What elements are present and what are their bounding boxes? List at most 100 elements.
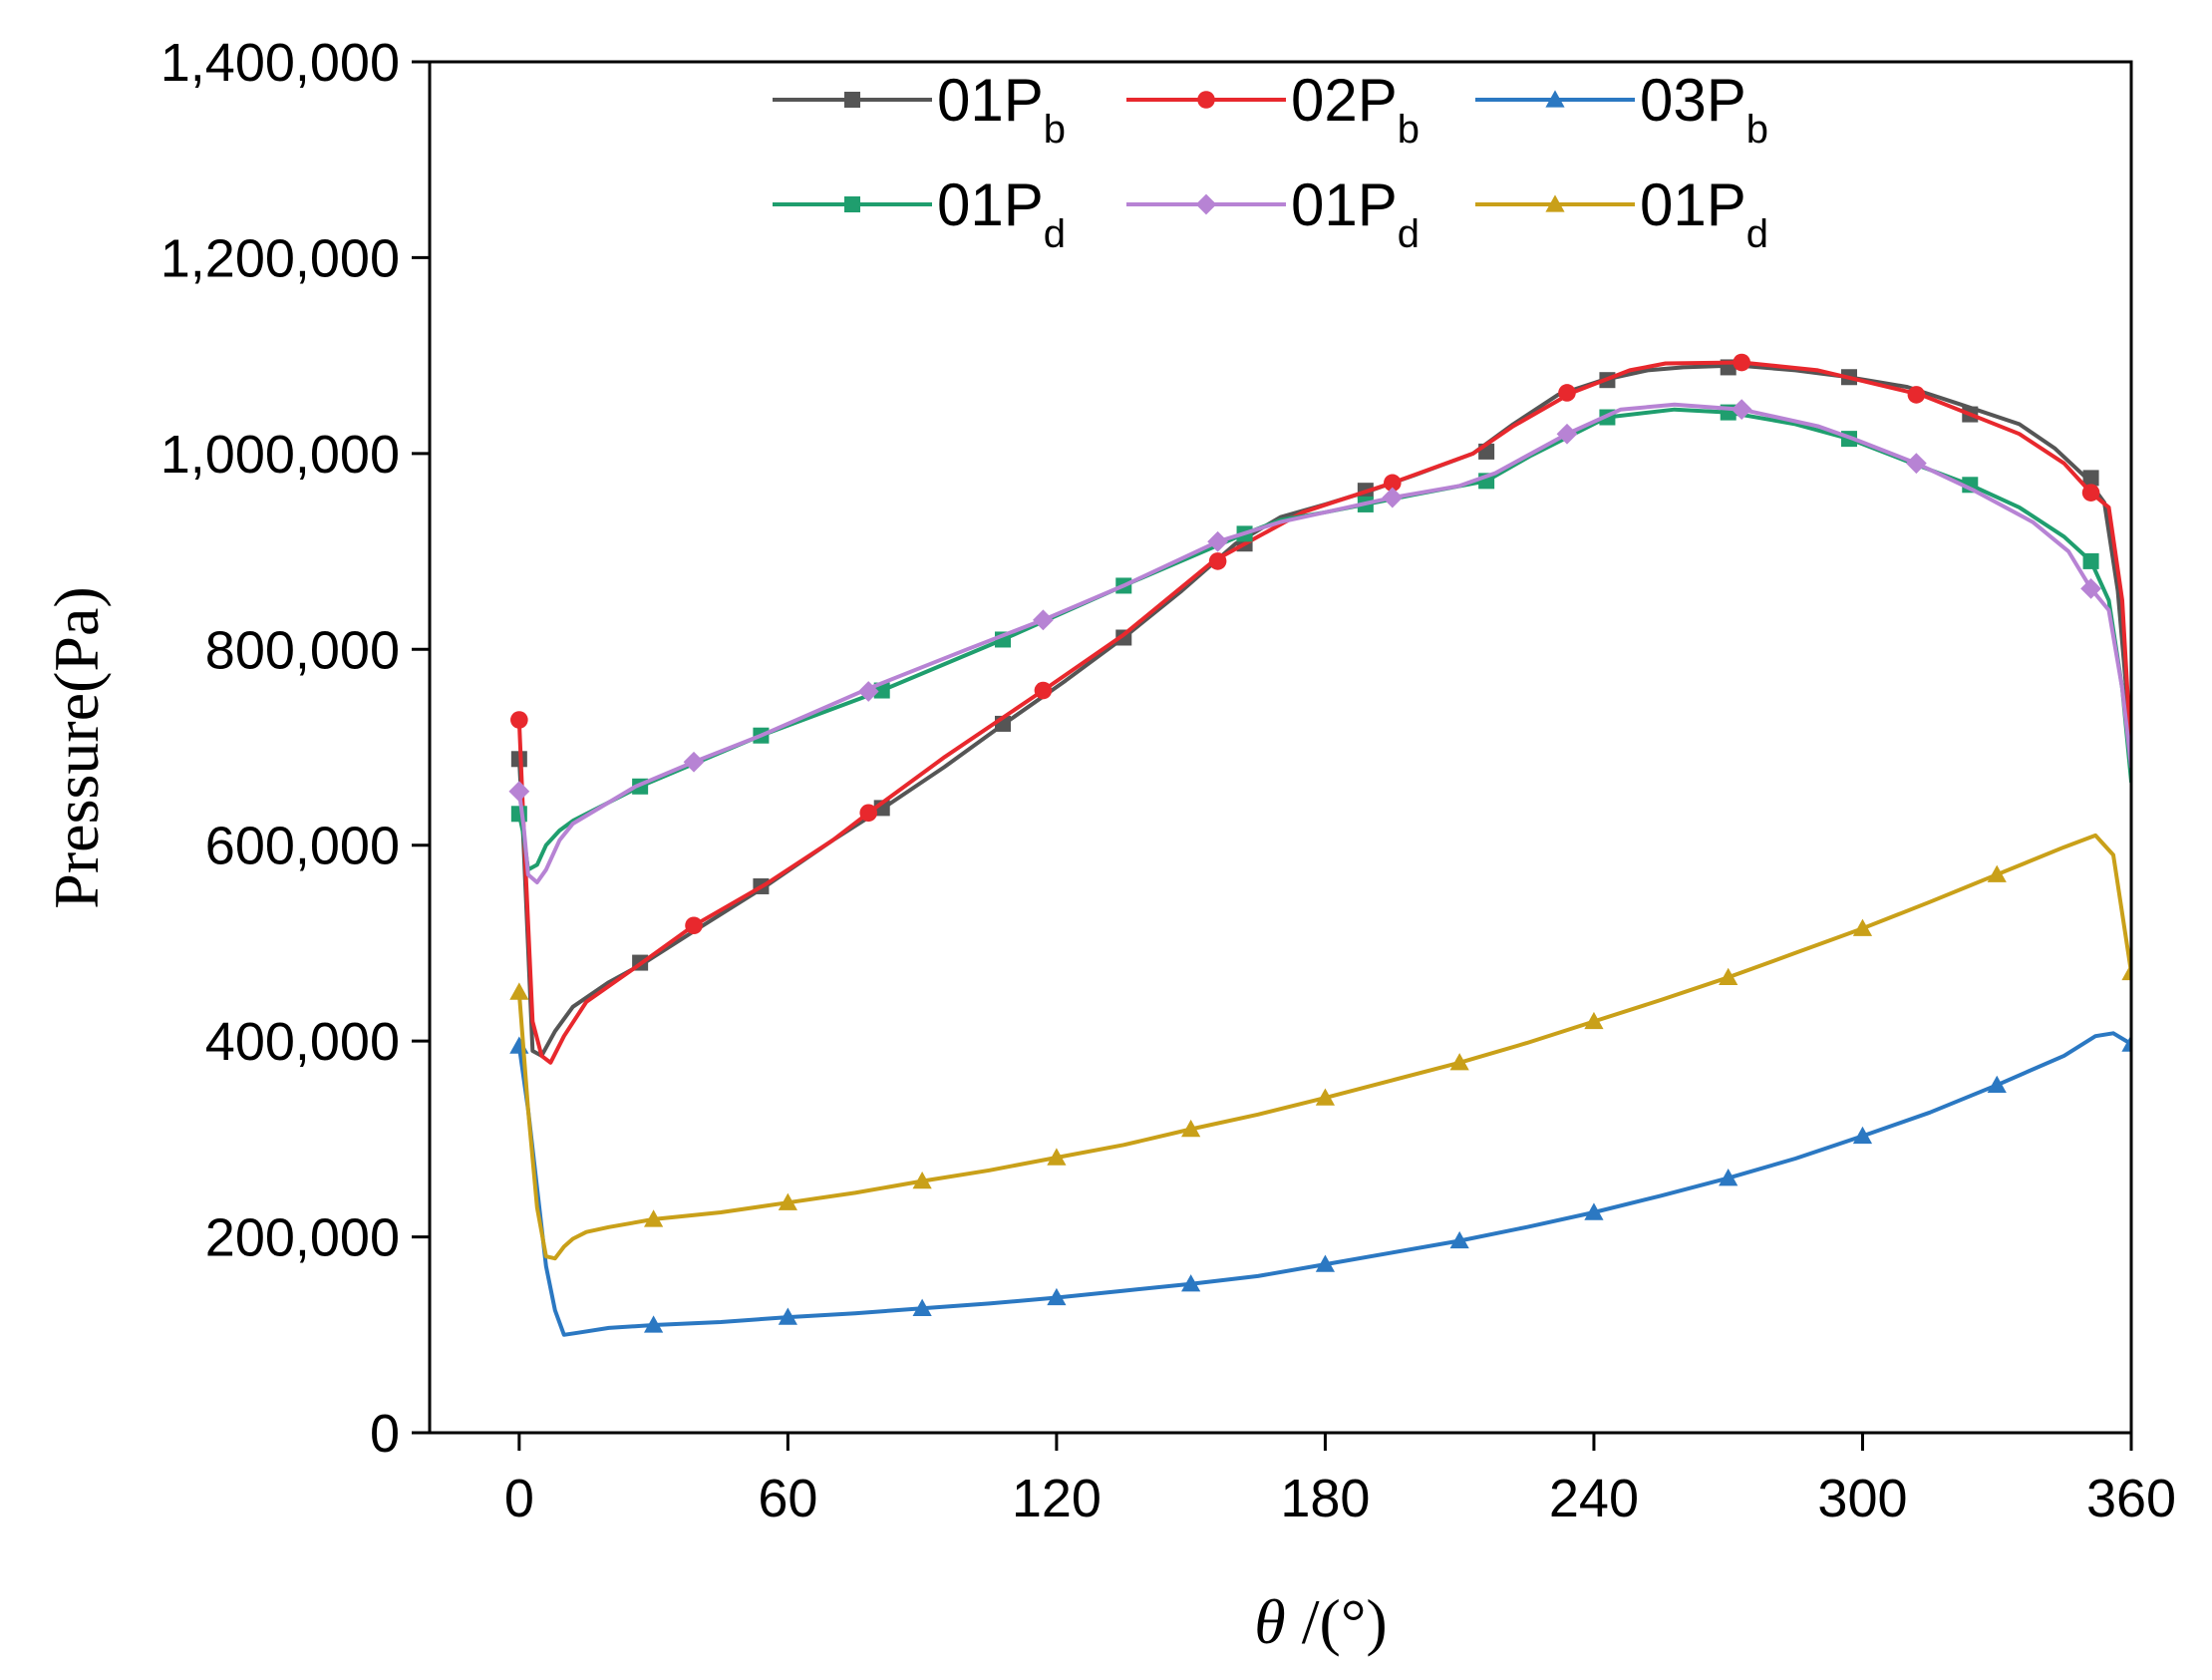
legend-label-main: 01P bbox=[937, 171, 1044, 238]
data-point bbox=[1315, 1088, 1336, 1106]
data-point bbox=[510, 711, 528, 729]
series-line bbox=[516, 363, 2131, 1058]
legend-label-main: 03P bbox=[1640, 67, 1746, 134]
series-0-01Pb bbox=[510, 359, 2131, 1058]
y-tick-label: 200,000 bbox=[205, 1208, 400, 1268]
y-axis-label: Pressure(Pa) bbox=[41, 586, 112, 908]
legend-item: 01Pd bbox=[1475, 171, 1768, 256]
x-tick-label: 240 bbox=[1549, 1469, 1639, 1528]
legend-marker bbox=[1197, 91, 1215, 109]
data-point bbox=[912, 1171, 932, 1189]
legend-item: 01Pb bbox=[773, 67, 1066, 152]
legend-item: 01Pd bbox=[773, 171, 1066, 256]
legend-label: 01Pd bbox=[937, 171, 1066, 256]
legend-label-sub: b bbox=[1398, 108, 1420, 152]
data-point bbox=[1733, 353, 1750, 372]
data-point bbox=[2082, 552, 2099, 569]
data-point bbox=[1852, 918, 1873, 936]
data-point bbox=[1987, 864, 2007, 882]
data-point bbox=[778, 1307, 797, 1325]
legend-label-main: 01P bbox=[1291, 171, 1398, 238]
x-axis-label: θ /(°) bbox=[1254, 1586, 1387, 1657]
data-point bbox=[1449, 1230, 1469, 1249]
data-point bbox=[1034, 681, 1053, 700]
data-point bbox=[509, 1036, 529, 1054]
legend-label-main: 01P bbox=[937, 67, 1044, 134]
data-point bbox=[1207, 530, 1229, 552]
data-point bbox=[2121, 1034, 2131, 1052]
legend-item: 02Pb bbox=[1126, 67, 1420, 152]
data-point bbox=[1907, 386, 1926, 404]
y-tick-label: 1,000,000 bbox=[160, 425, 400, 485]
x-axis: 0 60 120 180 240 300 360 bbox=[504, 1433, 2176, 1528]
data-point bbox=[644, 1315, 664, 1333]
data-point bbox=[2121, 962, 2131, 981]
y-tick-label: 600,000 bbox=[205, 817, 400, 876]
data-point bbox=[1556, 423, 1578, 445]
data-point bbox=[1719, 1169, 1738, 1186]
legend-marker bbox=[1545, 194, 1565, 212]
data-point bbox=[685, 916, 703, 935]
legend-marker bbox=[844, 92, 860, 108]
legend-label-sub: b bbox=[1044, 108, 1066, 152]
legend-marker bbox=[1545, 90, 1565, 108]
data-point bbox=[778, 1192, 797, 1210]
data-point bbox=[1719, 967, 1738, 985]
x-tick-label: 300 bbox=[1817, 1469, 1907, 1528]
series-line bbox=[516, 402, 2131, 884]
data-point bbox=[859, 804, 878, 823]
data-point bbox=[1987, 1075, 2007, 1094]
series-line bbox=[516, 833, 2131, 1261]
x-tick-label: 60 bbox=[758, 1469, 817, 1528]
data-point bbox=[508, 781, 530, 803]
data-point bbox=[1449, 1053, 1469, 1071]
data-point bbox=[1584, 1202, 1604, 1220]
legend-label-main: 02P bbox=[1291, 67, 1398, 134]
legend-marker bbox=[1195, 193, 1217, 215]
series-4-01Pd bbox=[508, 399, 2131, 884]
data-point bbox=[1047, 1148, 1067, 1166]
series-3-01Pd bbox=[510, 404, 2131, 872]
data-point bbox=[857, 681, 879, 702]
data-point bbox=[1181, 1119, 1201, 1138]
legend-label-main: 01P bbox=[1640, 171, 1746, 238]
data-point bbox=[1033, 609, 1054, 631]
legend-label-sub: d bbox=[1746, 212, 1768, 256]
x-tick-label: 180 bbox=[1280, 1469, 1370, 1528]
data-point bbox=[509, 982, 529, 1000]
legend-item: 01Pd bbox=[1126, 171, 1420, 256]
legend-label-sub: d bbox=[1398, 212, 1420, 256]
data-point bbox=[1905, 453, 1927, 475]
data-point bbox=[2081, 484, 2100, 502]
data-point bbox=[1384, 474, 1402, 493]
series-line bbox=[516, 407, 2131, 872]
data-point bbox=[1584, 1011, 1604, 1030]
y-tick-label: 400,000 bbox=[205, 1012, 400, 1072]
plot-frame bbox=[428, 60, 2133, 1435]
legend-label-sub: d bbox=[1044, 212, 1066, 256]
legend-label: 03Pb bbox=[1640, 67, 1768, 152]
series-2-03Pb bbox=[509, 1031, 2131, 1337]
x-axis-label-symbol: θ bbox=[1254, 1586, 1285, 1657]
legend-label: 01Pd bbox=[1291, 171, 1420, 256]
data-point bbox=[1315, 1254, 1336, 1272]
series-line bbox=[516, 360, 2131, 1065]
data-point bbox=[1382, 487, 1404, 508]
data-point bbox=[1852, 1126, 1873, 1145]
data-point bbox=[683, 751, 705, 773]
data-point bbox=[2080, 577, 2101, 599]
y-tick-label: 1,400,000 bbox=[160, 33, 400, 93]
x-tick-label: 120 bbox=[1012, 1469, 1102, 1528]
data-point bbox=[912, 1298, 932, 1316]
legend-label: 01Pb bbox=[937, 67, 1066, 152]
series-line bbox=[516, 1031, 2131, 1337]
series-1-02Pb bbox=[510, 353, 2131, 1065]
y-tick-label: 0 bbox=[370, 1404, 400, 1464]
y-tick-label: 800,000 bbox=[205, 620, 400, 680]
x-tick-label: 360 bbox=[2086, 1469, 2176, 1528]
series-5-01Pd bbox=[509, 833, 2131, 1261]
legend-label: 02Pb bbox=[1291, 67, 1420, 152]
